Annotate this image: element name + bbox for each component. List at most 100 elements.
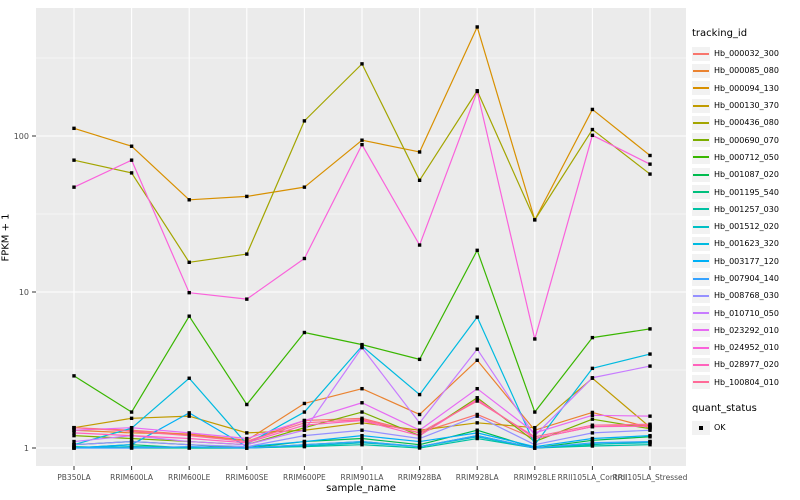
legend-line-key-icon <box>692 81 710 96</box>
data-point-Hb_001623_320 <box>302 410 307 414</box>
data-point-Hb_100804_010 <box>648 422 652 426</box>
data-point-Hb_007904_140 <box>187 444 191 449</box>
legend-line-key-icon <box>692 63 710 78</box>
data-point-Hb_001257_030 <box>648 442 652 447</box>
data-point-Hb_003177_120 <box>417 439 422 444</box>
data-point-Hb_001257_030 <box>475 436 479 441</box>
legend-item-Hb_000690_070: Hb_000690_070 <box>692 131 798 148</box>
data-point-Hb_001087_020 <box>475 428 479 432</box>
data-point-Hb_007904_140 <box>533 446 537 450</box>
data-point-Hb_008768_030 <box>590 431 595 435</box>
legend-line-key-icon <box>692 323 710 338</box>
data-point-Hb_023292_010 <box>475 386 479 391</box>
data-point-Hb_010710_050 <box>72 439 76 444</box>
legend-label: Hb_007904_140 <box>714 274 779 283</box>
legend-label: Hb_000436_080 <box>714 118 779 128</box>
legend-line-key-icon <box>692 185 710 200</box>
legend-color-line <box>693 52 709 55</box>
data-point-Hb_000130_370 <box>475 421 479 425</box>
data-point-Hb_028977_020 <box>302 423 307 427</box>
legend-color-line <box>693 173 709 176</box>
legend-line-key-icon <box>692 115 710 130</box>
data-point-Hb_000094_130 <box>360 138 364 142</box>
data-point-Hb_010710_050 <box>360 345 364 350</box>
data-point-Hb_024952_010 <box>533 337 537 341</box>
legend-line-key-icon <box>692 254 710 269</box>
data-point-Hb_100804_010 <box>72 425 76 430</box>
data-point-Hb_000094_130 <box>648 153 652 158</box>
legend-label: Hb_000130_370 <box>714 101 779 111</box>
data-point-Hb_003177_120 <box>590 436 595 441</box>
y-tick-label-100: 100 <box>14 132 29 141</box>
legend-label: Hb_000085_080 <box>714 66 779 76</box>
legend-line-key-icon <box>692 133 710 148</box>
data-point-Hb_024952_010 <box>648 162 652 166</box>
data-point-Hb_028977_020 <box>533 436 537 441</box>
data-point-Hb_100804_010 <box>129 429 134 433</box>
x-tick-label-RRII105LA_Stressed: RRII105LA_Stressed <box>613 473 688 482</box>
black-square-point-icon <box>699 425 703 430</box>
data-point-Hb_000436_080 <box>302 119 307 123</box>
legend-item-Hb_000085_080: Hb_000085_080 <box>692 62 798 79</box>
legend-line-key-icon <box>692 375 710 390</box>
legend-item-Hb_023292_010: Hb_023292_010 <box>692 322 798 339</box>
legend-color-line <box>693 363 709 366</box>
legend-color-line <box>693 242 709 245</box>
data-point-Hb_000436_080 <box>590 127 595 132</box>
data-point-Hb_007904_140 <box>417 444 422 449</box>
data-point-Hb_000130_370 <box>360 421 364 425</box>
legend-color-line <box>693 260 709 263</box>
data-point-Hb_000690_070 <box>129 436 134 441</box>
data-point-Hb_007904_140 <box>475 433 479 438</box>
data-point-Hb_010710_050 <box>187 439 191 444</box>
data-point-Hb_000690_070 <box>360 410 364 414</box>
legend-label: Hb_028977_020 <box>714 360 779 370</box>
legend-item-Hb_001195_540: Hb_001195_540 <box>692 183 798 200</box>
data-point-Hb_000085_080 <box>417 412 422 417</box>
data-point-Hb_000712_050 <box>245 402 249 407</box>
legend-color-line <box>693 69 709 72</box>
data-point-Hb_100804_010 <box>533 435 537 439</box>
legend-item-Hb_001623_320: Hb_001623_320 <box>692 235 798 252</box>
data-point-Hb_003177_120 <box>360 433 364 438</box>
legend-line-key-icon <box>692 288 710 303</box>
data-point-Hb_000085_080 <box>360 386 364 391</box>
data-point-Hb_000085_080 <box>475 358 479 362</box>
legend-color-line <box>693 225 709 228</box>
legend-item-Hb_010710_050: Hb_010710_050 <box>692 304 798 321</box>
data-point-Hb_001257_030 <box>360 442 364 447</box>
data-point-Hb_000712_050 <box>302 330 307 335</box>
x-tick-label-RRIM928LA: RRIM928LA <box>456 473 500 482</box>
legend-section-quant-status: quant_status OK <box>692 403 798 436</box>
data-point-Hb_100804_010 <box>245 439 249 444</box>
data-point-Hb_007904_140 <box>648 439 652 444</box>
legend-line-key-icon <box>692 219 710 234</box>
x-axis-title: sample_name <box>326 483 396 494</box>
data-point-Hb_000712_050 <box>475 248 479 253</box>
data-point-Hb_007904_140 <box>72 446 76 450</box>
y-tick-label-1: 1 <box>24 444 29 453</box>
ok-point-key <box>692 420 710 435</box>
data-point-Hb_003177_120 <box>475 431 479 435</box>
data-point-Hb_023292_010 <box>187 431 191 435</box>
data-point-Hb_001623_320 <box>417 392 422 397</box>
legend-color-line <box>693 208 709 211</box>
data-point-Hb_001623_320 <box>475 315 479 319</box>
data-point-Hb_008768_030 <box>533 442 537 447</box>
data-point-Hb_023292_010 <box>417 428 422 432</box>
data-point-Hb_000130_370 <box>129 416 134 421</box>
data-point-Hb_001623_320 <box>590 366 595 371</box>
legend-item-Hb_008768_030: Hb_008768_030 <box>692 287 798 304</box>
data-point-Hb_000690_070 <box>72 433 76 438</box>
legend-item-ok: OK <box>692 420 798 436</box>
legend-line-key-icon <box>692 167 710 182</box>
legend-color-line <box>693 294 709 297</box>
legend-label: Hb_100804_010 <box>714 377 779 387</box>
data-point-Hb_000094_130 <box>417 150 422 154</box>
x-tick-label-RRIM600LE: RRIM600LE <box>168 473 211 482</box>
data-point-Hb_000436_080 <box>648 172 652 176</box>
data-point-Hb_024952_010 <box>72 185 76 189</box>
legend-color-line <box>693 312 709 315</box>
